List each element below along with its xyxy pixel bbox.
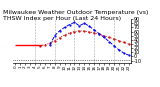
Text: Milwaukee Weather Outdoor Temperature (vs) THSW Index per Hour (Last 24 Hours): Milwaukee Weather Outdoor Temperature (v… — [3, 10, 149, 21]
